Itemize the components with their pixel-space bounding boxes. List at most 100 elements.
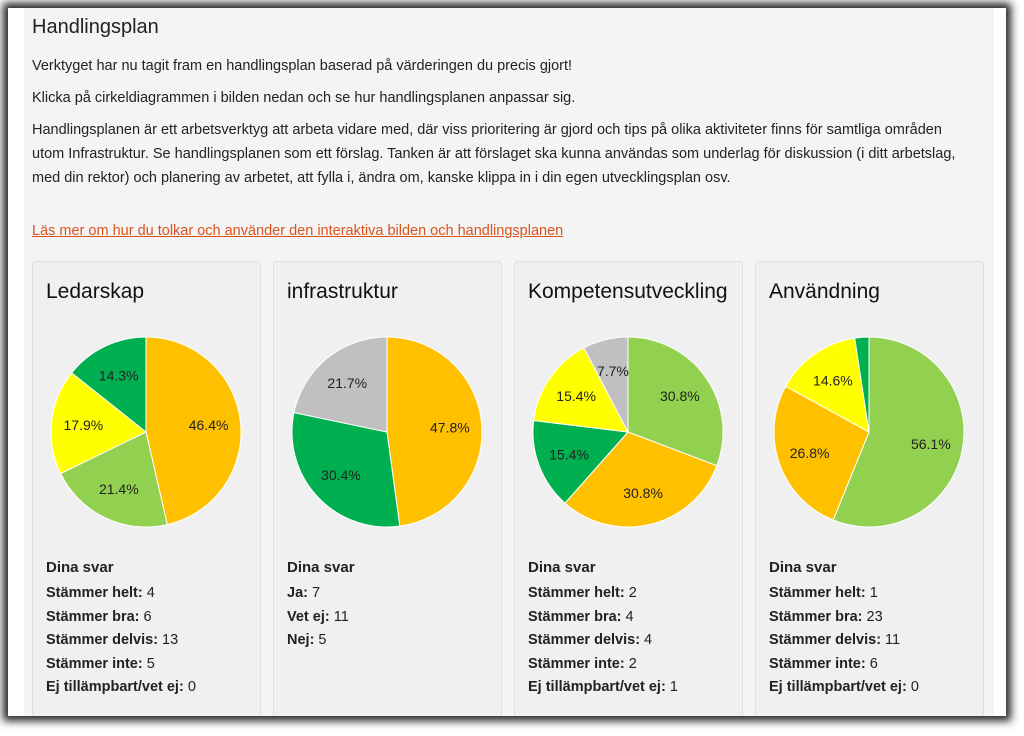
slice-label: 21.4%	[99, 481, 139, 497]
pie-slice[interactable]	[50, 372, 147, 475]
answer-label: Stämmer inte:	[769, 655, 866, 672]
answer-row: Ej tillämpbart/vet ej: 0	[46, 676, 196, 700]
answer-label: Stämmer helt:	[528, 585, 625, 601]
answer-label: Nej:	[287, 632, 315, 648]
slice-label: 47.8%	[430, 420, 470, 436]
intro-paragraph-2: Klicka på cirkeldiagrammen i bilden neda…	[32, 90, 576, 106]
answer-value: 11	[881, 632, 901, 648]
answer-value: 11	[329, 608, 349, 625]
answer-row: Vet ej: 11	[287, 606, 355, 630]
answer-value: 7	[307, 585, 321, 601]
chart-title: Användning	[769, 280, 880, 303]
pie-slice[interactable]	[583, 336, 629, 433]
answer-label: Stämmer bra:	[528, 608, 622, 625]
answer-label: Ej tillämpbart/vet ej:	[46, 679, 184, 695]
answer-row: Stämmer helt: 4	[46, 582, 196, 606]
chart-card-infrastruktur: infrastruktur 47.8% 30.4% 21.7% Dina svar …	[273, 261, 502, 716]
answer-value: 0	[183, 679, 196, 695]
slice-label: 15.4%	[556, 388, 596, 404]
pie-slice[interactable]	[785, 337, 870, 433]
answer-row: Stämmer inte: 5	[46, 653, 196, 677]
pie-chart-kompetensutveckling[interactable]: 30.8%30.8%15.4%15.4%7.7%	[515, 327, 742, 537]
answer-row: Stämmer bra: 4	[528, 606, 678, 630]
pie-slice[interactable]	[564, 431, 718, 528]
answer-value: 13	[158, 632, 179, 648]
answer-label: Stämmer bra:	[769, 608, 863, 625]
answers-anvandning: Dina svar Stämmer helt: 1 Stämmer bra: 23…	[769, 559, 919, 700]
pie-slice[interactable]	[59, 431, 168, 528]
chart-title: infrastruktur	[287, 280, 398, 303]
answers-infrastruktur: Dina svar Ja: 7 Vet ej: 11 Nej: 5	[287, 559, 355, 653]
answer-row: Ja: 7	[287, 582, 355, 606]
answer-row: Stämmer helt: 1	[769, 582, 919, 606]
answer-label: Vet ej:	[287, 608, 330, 625]
answer-value: 5	[142, 655, 155, 672]
answers-heading: Dina svar	[46, 559, 114, 576]
pie-slice[interactable]	[386, 336, 483, 527]
slice-label: 7.7%	[597, 363, 629, 379]
answer-label: Stämmer bra:	[46, 608, 140, 625]
answer-label: Stämmer delvis:	[528, 632, 641, 648]
answers-heading: Dina svar	[528, 559, 596, 576]
answer-value: 0	[906, 679, 919, 695]
answer-value: 4	[142, 585, 155, 601]
slice-label: 26.8%	[790, 445, 830, 461]
pie-slice[interactable]	[832, 336, 965, 528]
chart-card-kompetensutveckling: Kompetensutveckling 30.8% 30.8% 15.4% 15.4%…	[514, 261, 743, 716]
answer-value: 1	[665, 679, 678, 695]
pie-slice[interactable]	[291, 411, 401, 528]
chart-card-ledarskap: Ledarskap 46.4% 21.4% 17.9% 14.3% Dina svar…	[32, 261, 261, 716]
answer-label: Stämmer delvis:	[46, 632, 159, 648]
answer-value: 4	[640, 632, 653, 648]
pie-slice[interactable]	[533, 347, 629, 433]
slice-label: 21.7%	[327, 375, 367, 391]
slice-label: 46.4%	[189, 417, 229, 433]
answer-row: Stämmer delvis: 13	[46, 629, 196, 653]
slice-label: 30.8%	[623, 485, 663, 501]
answers-heading: Dina svar	[769, 559, 837, 576]
answer-row: Stämmer inte: 2	[528, 653, 678, 677]
intro-paragraph-3: Handlingsplanen är ett arbetsverktyg att…	[32, 122, 956, 186]
pie-slice[interactable]	[773, 385, 870, 521]
answer-label: Stämmer delvis:	[769, 632, 882, 648]
answer-value: 4	[621, 608, 634, 625]
intro-paragraph-1: Verktyget har nu tagit fram en handlings…	[32, 58, 573, 74]
answer-value: 23	[862, 608, 883, 625]
slice-label: 30.8%	[660, 388, 700, 404]
answer-row: Nej: 5	[287, 629, 355, 653]
pie-chart-ledarskap[interactable]: 46.4% 21.4% 17.9% 14.3%	[33, 327, 260, 537]
pie-chart-anvandning[interactable]: 56.1% 26.8% 14.6%	[756, 327, 983, 537]
screenshot-frame: Handlingsplan Verktyget har nu tagit fra…	[8, 8, 1006, 716]
answer-row: Stämmer inte: 6	[769, 653, 919, 677]
pie-slice[interactable]	[532, 419, 630, 504]
pie-chart-infrastruktur[interactable]: 47.8% 30.4% 21.7%	[274, 327, 501, 537]
answer-row: Ej tillämpbart/vet ej: 1	[528, 676, 678, 700]
page-title: Handlingsplan	[32, 16, 159, 38]
answer-label: Stämmer helt:	[46, 585, 143, 601]
pie-slice[interactable]	[293, 336, 388, 433]
answer-label: Ja:	[287, 585, 308, 601]
answer-row: Stämmer bra: 6	[46, 606, 196, 630]
pie-slice[interactable]	[854, 336, 870, 433]
pie-slice[interactable]	[627, 336, 724, 467]
chart-title: Kompetensutveckling	[528, 280, 728, 303]
answer-label: Stämmer inte:	[46, 655, 143, 672]
slice-label: 56.1%	[911, 436, 951, 452]
answer-label: Ej tillämpbart/vet ej:	[769, 679, 907, 695]
chart-title: Ledarskap	[46, 280, 145, 303]
answer-label: Stämmer helt:	[769, 585, 866, 601]
learn-more-link[interactable]: Läs mer om hur du tolkar och använder de…	[32, 223, 564, 239]
answer-row: Stämmer bra: 23	[769, 606, 919, 630]
pie-slice[interactable]	[70, 336, 147, 434]
answer-value: 5	[314, 632, 327, 648]
answer-value: 1	[865, 585, 878, 601]
answer-label: Stämmer inte:	[528, 655, 625, 672]
slice-label: 17.9%	[64, 417, 104, 433]
answer-value: 6	[139, 608, 152, 625]
slice-label: 30.4%	[321, 467, 361, 483]
answer-value: 2	[624, 655, 637, 672]
main-content: Handlingsplan Verktyget har nu tagit fra…	[24, 8, 994, 716]
pie-slice[interactable]	[145, 336, 242, 526]
